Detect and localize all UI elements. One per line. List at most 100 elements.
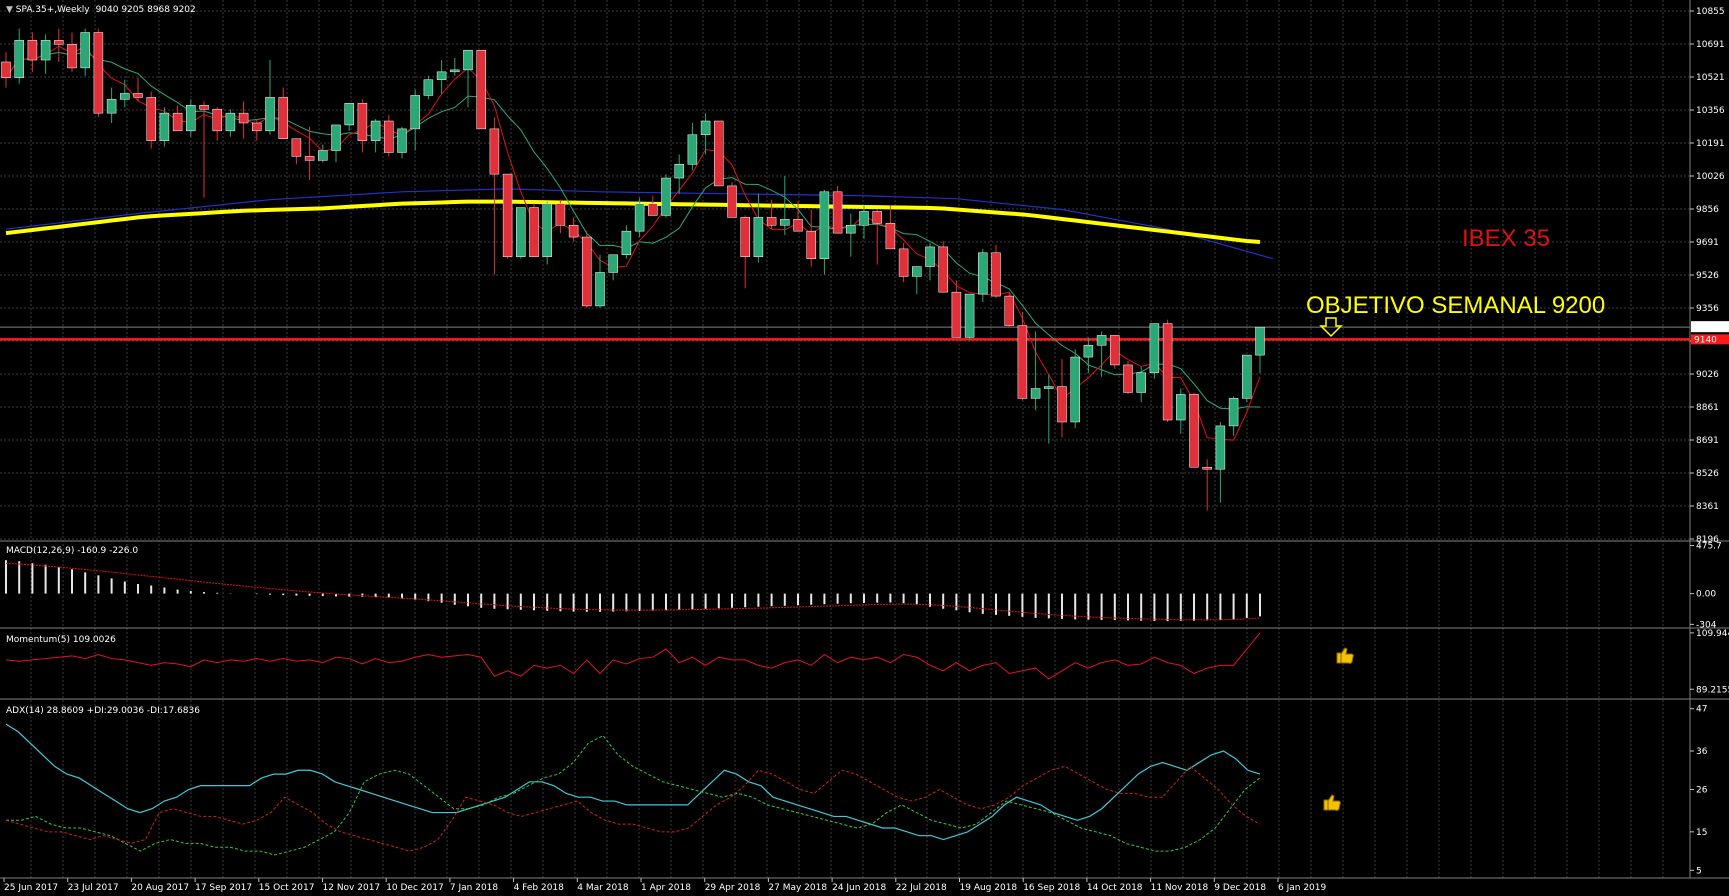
symbol-label: SPA.35+,Weekly [16, 5, 90, 15]
momentum-panel: 109.9449 89.2155 [5, 629, 1729, 695]
candle [951, 280, 962, 338]
candle [555, 199, 566, 234]
candle [608, 254, 618, 281]
candle [806, 209, 816, 267]
candle [80, 28, 90, 76]
candle-body [344, 103, 354, 126]
price-panel [0, 28, 1690, 511]
x-tick-label: 7 Jan 2018 [450, 883, 498, 893]
x-tick-label: 12 Nov 2017 [323, 883, 381, 893]
price-tick-label: 10356 [1696, 106, 1725, 116]
candle-body [80, 32, 90, 69]
candle-body [54, 40, 64, 45]
macd-tick-label: 0.00 [1696, 590, 1716, 600]
candle-body [225, 112, 236, 132]
candle-body [291, 138, 302, 157]
thumbs-up-icon [1336, 647, 1354, 664]
candle-body [925, 246, 935, 267]
candle [463, 49, 473, 108]
candle-body [93, 32, 104, 114]
candle [661, 174, 671, 218]
x-tick-label: 19 Aug 2018 [960, 883, 1018, 893]
candle [819, 189, 830, 275]
x-tick-label: 4 Feb 2018 [514, 883, 565, 893]
candle-body [582, 236, 592, 307]
x-tick-label: 6 Jan 2019 [1278, 883, 1326, 893]
macd-label: MACD(12,26,9) -160.9 -226.0 [6, 546, 138, 556]
price-tick-label: 10521 [1696, 73, 1725, 83]
plus-di-line [6, 734, 1261, 856]
candle-body [912, 266, 922, 277]
candle [1255, 326, 1265, 374]
candle [304, 126, 315, 181]
current-price-label: 9202 [1694, 323, 1717, 333]
candle-body [1030, 388, 1041, 399]
candle [54, 28, 64, 62]
candle [582, 231, 592, 308]
candle-body [450, 69, 460, 73]
candle-body [1, 61, 11, 78]
x-tick-label: 4 Mar 2018 [577, 883, 629, 893]
candle-body [766, 217, 777, 226]
candle-body [318, 150, 328, 161]
price-tick-label: 9026 [1696, 370, 1719, 380]
candle-body [410, 95, 420, 130]
candle [634, 197, 645, 238]
price-axis: 10855 10691 10521 10356 10191 10026 9856 9691 95… [1690, 7, 1729, 545]
x-tick-label: 22 Jul 2018 [896, 883, 947, 893]
candle-body [753, 217, 764, 257]
candle-body [568, 225, 579, 238]
candle-body [199, 105, 209, 110]
candle-body [885, 223, 896, 250]
candle-body [489, 128, 500, 175]
candle-body [1004, 295, 1014, 326]
x-tick-label: 23 Jul 2017 [68, 883, 119, 893]
candle-body [278, 97, 288, 139]
x-tick-label: 24 Jun 2018 [832, 883, 886, 893]
candle-body [159, 112, 170, 141]
adx-tick-label: 5 [1696, 866, 1702, 876]
candle-body [106, 99, 117, 114]
candle [450, 58, 460, 76]
candle [1096, 331, 1107, 377]
x-tick-label: 25 Jun 2017 [4, 883, 58, 893]
candle [476, 49, 486, 130]
candle [344, 103, 354, 131]
candle [212, 107, 222, 141]
candle-body [212, 108, 222, 132]
macd-panel: 475.7 0.00 -304 [5, 542, 1722, 630]
candle-body [1096, 335, 1107, 346]
x-tick-label: 10 Dec 2017 [386, 883, 444, 893]
candle-body [357, 103, 368, 141]
candle [621, 225, 632, 259]
candle-body [27, 40, 38, 61]
candle-body [740, 217, 750, 257]
candle [648, 195, 658, 216]
candle [1017, 311, 1028, 401]
candle [793, 201, 803, 232]
candle-body [542, 203, 552, 257]
candle-body [331, 124, 341, 151]
candle [674, 154, 684, 194]
candle-body [436, 71, 447, 80]
price-tick-label: 8526 [1696, 469, 1719, 479]
price-tick-label: 9856 [1696, 205, 1719, 215]
price-tick-label: 10191 [1696, 139, 1725, 149]
adx-tick-label: 36 [1696, 747, 1708, 757]
chart-arrow-icon: ▼ [6, 5, 16, 15]
macd-tick-label: 475.7 [1696, 542, 1722, 552]
x-tick-label: 1 Apr 2018 [641, 883, 691, 893]
candle-body [595, 272, 605, 307]
x-tick-label: 27 May 2018 [768, 883, 827, 893]
candle-body [1228, 398, 1239, 427]
candle [120, 79, 130, 108]
momentum-tick-label: 89.2155 [1696, 685, 1729, 695]
candle-body [1044, 386, 1054, 389]
adx-panel: 47 36 26 15 5 [5, 705, 1708, 876]
candle [186, 99, 196, 137]
candle-body [780, 219, 790, 226]
x-tick-label: 11 Nov 2018 [1151, 883, 1209, 893]
candle-body [40, 40, 51, 61]
